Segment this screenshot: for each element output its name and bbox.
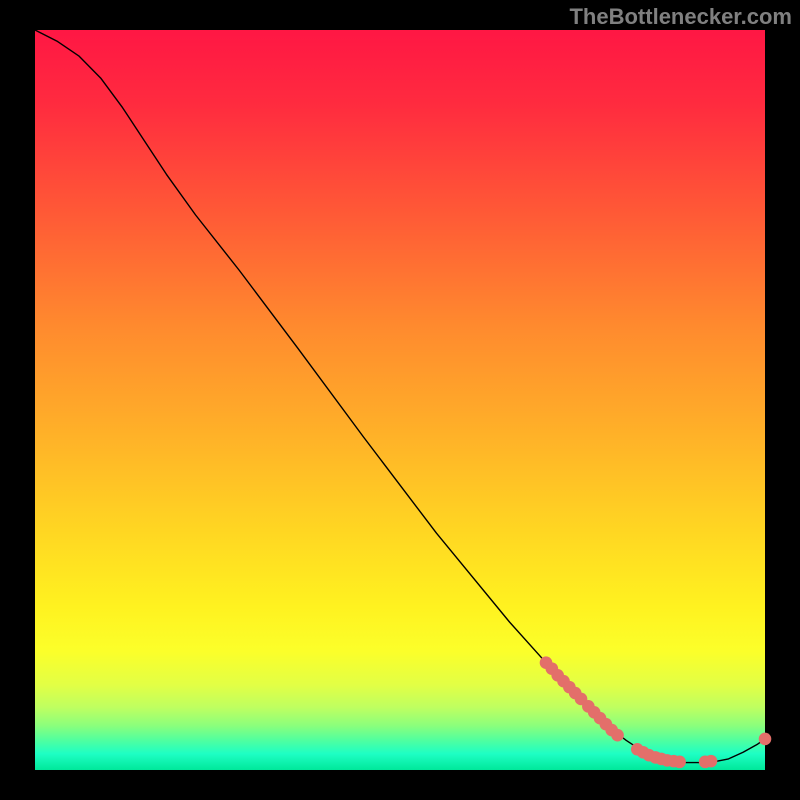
watermark-text: TheBottlenecker.com [569, 4, 792, 30]
chart-svg [0, 0, 800, 800]
data-marker [611, 729, 624, 742]
data-marker [673, 756, 686, 769]
chart-container: TheBottlenecker.com [0, 0, 800, 800]
data-marker [759, 733, 772, 746]
data-marker [705, 755, 718, 768]
